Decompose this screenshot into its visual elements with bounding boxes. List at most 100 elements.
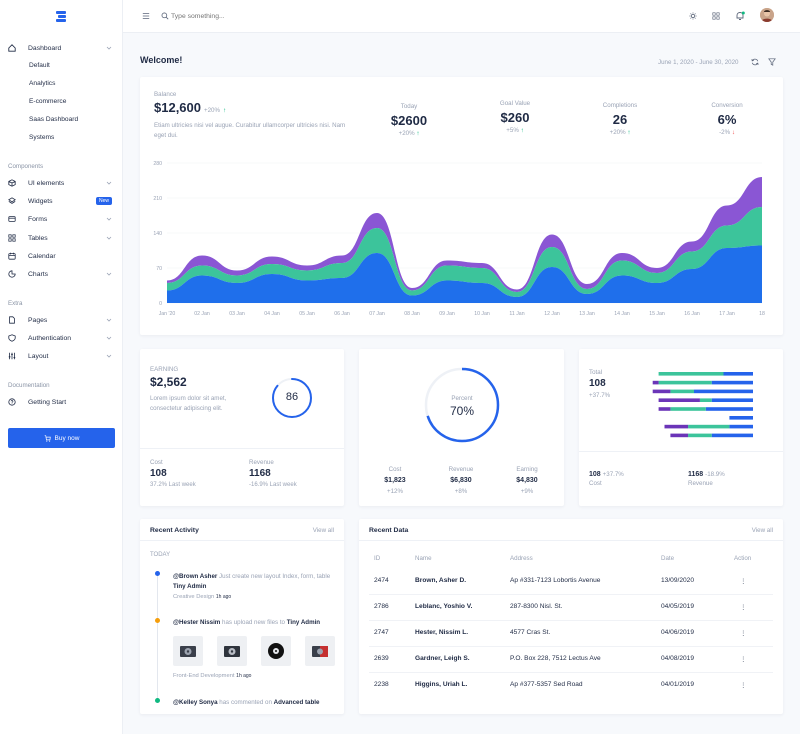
- stat-value: 6%: [717, 112, 737, 127]
- timeline-dot: [155, 698, 160, 703]
- y-tick-label: 140: [153, 231, 162, 237]
- bar-segment-blue: [723, 372, 753, 376]
- sidebar-subitem-saas[interactable]: Saas Dashboard: [29, 116, 79, 123]
- cost-value: 108: [150, 468, 167, 479]
- x-tick-label: 09 Jan: [439, 311, 455, 317]
- x-tick-label: 14 Jan: [614, 311, 630, 317]
- bar-segment-green: [658, 380, 712, 385]
- more-vertical-icon[interactable]: ⋮: [740, 656, 747, 663]
- file-thumbnail[interactable]: [173, 636, 203, 666]
- sidebar-item-getting-start[interactable]: Getting Start: [8, 395, 116, 409]
- earning-ring: [272, 378, 312, 418]
- apps-grid-icon[interactable]: [712, 12, 720, 20]
- activity-user[interactable]: @Kelley Sonya: [173, 699, 218, 706]
- file-thumbnail[interactable]: [261, 636, 291, 666]
- more-vertical-icon[interactable]: ⋮: [740, 604, 747, 611]
- bar-segment-blue: [711, 398, 753, 402]
- column-header-name[interactable]: Name: [415, 555, 432, 562]
- stat-value: $6,830: [450, 477, 472, 484]
- sidebar-subitem-ecommerce[interactable]: E-commerce: [29, 98, 67, 105]
- cell-name[interactable]: Leblanc, Yoshio V.: [415, 603, 473, 610]
- bar-segment-green: [688, 433, 712, 438]
- sidebar-subitem-analytics[interactable]: Analytics: [29, 80, 56, 87]
- cell-name[interactable]: Brown, Asher D.: [415, 577, 467, 584]
- activity-user[interactable]: @Brown Asher: [173, 573, 218, 580]
- logo-icon[interactable]: [54, 9, 68, 23]
- divider: [140, 448, 344, 449]
- bell-icon[interactable]: [735, 11, 745, 21]
- area-series-0: [167, 245, 762, 303]
- column-header-id[interactable]: ID: [374, 555, 381, 562]
- activity-target[interactable]: Advanced table: [273, 699, 320, 706]
- cell-date: 04/06/2019: [661, 629, 695, 636]
- more-vertical-icon[interactable]: ⋮: [740, 578, 747, 585]
- x-tick-label: 02 Jan: [194, 311, 210, 317]
- row-divider: [369, 594, 773, 595]
- divider: [579, 451, 783, 452]
- sidebar-item-dashboard[interactable]: Dashboard: [8, 41, 116, 55]
- more-vertical-icon[interactable]: ⋮: [740, 630, 747, 637]
- sidebar-item-forms[interactable]: Forms: [8, 212, 116, 226]
- sidebar-item-label: UI elements: [28, 179, 65, 187]
- search-input[interactable]: [171, 9, 371, 23]
- cell-name[interactable]: Hester, Nissim L.: [415, 629, 469, 636]
- sidebar-item-calendar[interactable]: Calendar: [8, 249, 116, 263]
- chevron-down-icon: [106, 181, 112, 185]
- activity-text: Just create new layout Index, form, tabl…: [219, 573, 331, 580]
- sidebar-item-widgets[interactable]: Widgets New: [8, 194, 116, 208]
- column-header-date[interactable]: Date: [661, 555, 675, 562]
- activity-user[interactable]: @Hester Nissim: [173, 619, 221, 626]
- bar-segment-purple: [664, 424, 689, 429]
- activity-text: has upload new files to: [222, 619, 285, 626]
- area-series-1: [167, 207, 762, 297]
- sidebar-item-label: Tables: [28, 234, 48, 242]
- cell-address: 287-8300 Nisl. St.: [510, 603, 563, 610]
- filter-icon[interactable]: [768, 58, 776, 66]
- sidebar-item-label: Calendar: [28, 252, 56, 260]
- avatar[interactable]: [760, 8, 774, 22]
- sidebar-item-pages[interactable]: Pages: [8, 313, 116, 327]
- timeline-dot: [155, 618, 160, 623]
- date-range[interactable]: June 1, 2020 - June 30, 2020: [658, 59, 739, 66]
- cell-name[interactable]: Gardner, Leigh S.: [415, 655, 470, 662]
- sidebar: Dashboard Default Analytics E-commerce S…: [0, 0, 123, 734]
- bar-segment-blue: [711, 380, 753, 385]
- today-label: TODAY: [150, 552, 171, 558]
- sidebar-item-label: Pages: [28, 316, 48, 324]
- activity-item: @Brown Asher Just create new layout Inde…: [173, 572, 333, 602]
- stat-value: $2600: [390, 113, 428, 128]
- total-revenue-label: Revenue: [688, 480, 713, 487]
- activity-target[interactable]: Tiny Admin: [286, 619, 321, 626]
- timeline-dot: [155, 571, 160, 576]
- stat-label: Today: [400, 103, 418, 110]
- sidebar-item-authentication[interactable]: Authentication: [8, 331, 116, 345]
- sidebar-item-layout[interactable]: Layout: [8, 349, 116, 363]
- refresh-icon[interactable]: [751, 58, 759, 66]
- total-bar-chart: [652, 372, 753, 438]
- sidebar-item-charts[interactable]: Charts: [8, 267, 116, 281]
- balance-card: Balance $12,600 +20% ↑ Etiam ultricies n…: [140, 77, 783, 335]
- shield-icon: [8, 334, 16, 342]
- view-all-link[interactable]: View all: [312, 527, 334, 534]
- bar-segment-purple: [658, 398, 700, 402]
- file-thumbnail[interactable]: [217, 636, 247, 666]
- sidebar-item-label: Widgets: [28, 197, 53, 205]
- sidebar-item-tables[interactable]: Tables: [8, 231, 116, 245]
- sun-icon[interactable]: [689, 12, 697, 20]
- buy-now-button[interactable]: Buy now: [8, 428, 115, 448]
- sidebar-item-ui-elements[interactable]: UI elements: [8, 176, 116, 190]
- total-cost-label: Cost: [589, 480, 602, 487]
- activity-target[interactable]: Tiny Admin: [173, 583, 207, 590]
- file-thumbnail[interactable]: [305, 636, 335, 666]
- column-header-address[interactable]: Address: [510, 555, 533, 562]
- total-change: +37.7%: [589, 392, 611, 399]
- stat-label: Revenue: [448, 466, 474, 473]
- menu-icon[interactable]: [142, 12, 150, 20]
- cell-name[interactable]: Higgins, Uriah L.: [415, 681, 468, 688]
- bar-segment-green: [658, 372, 724, 376]
- view-all-link[interactable]: View all: [751, 527, 773, 534]
- sidebar-subitem-systems[interactable]: Systems: [29, 134, 55, 141]
- cell-id: 2639: [374, 655, 389, 662]
- more-vertical-icon[interactable]: ⋮: [740, 682, 747, 689]
- sidebar-subitem-default[interactable]: Default: [29, 62, 50, 69]
